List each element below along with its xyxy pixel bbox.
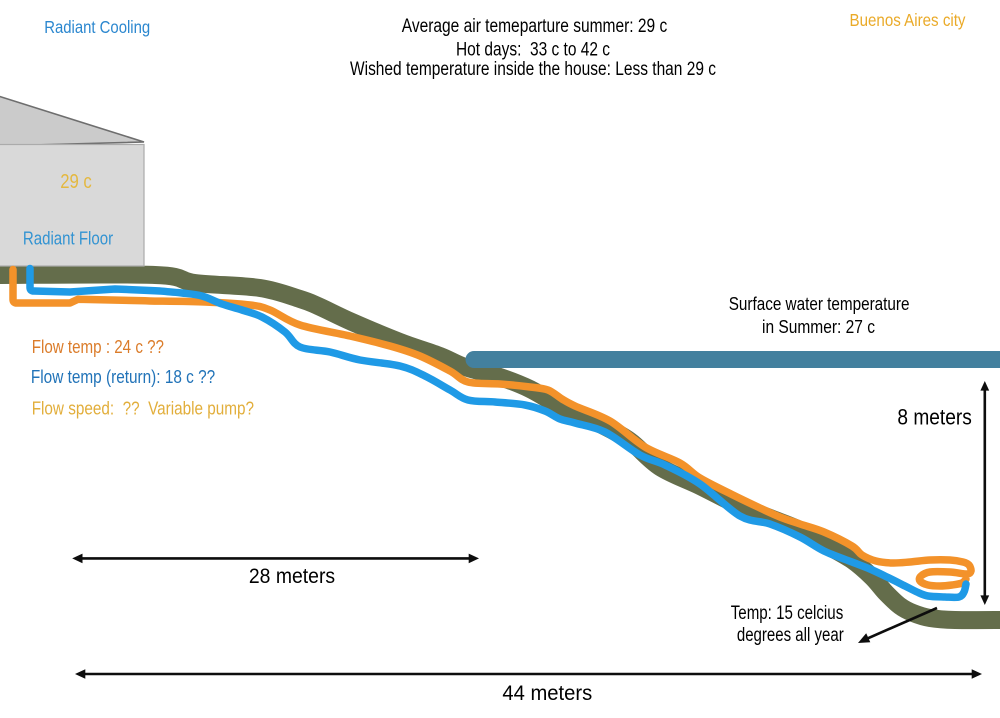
svg-text:Hot days: 33 c to 42 c: Hot days: 33 c to 42 c: [456, 40, 610, 61]
svg-text:Flow temp : 24 c ??: Flow temp : 24 c ??: [32, 336, 164, 357]
svg-text:degrees all year: degrees all year: [737, 625, 844, 646]
svg-text:Average air temeparture summer: Average air temeparture summer: 29 c: [402, 16, 668, 37]
svg-text:8 meters: 8 meters: [897, 405, 971, 430]
svg-text:Radiant Cooling: Radiant Cooling: [44, 17, 150, 37]
svg-text:28 meters: 28 meters: [249, 565, 335, 588]
svg-text:Surface water temperature: Surface water temperature: [729, 293, 910, 314]
svg-text:44 meters: 44 meters: [502, 681, 592, 705]
svg-text:29 c: 29 c: [60, 171, 92, 193]
svg-text:Flow temp (return): 18 c ??: Flow temp (return): 18 c ??: [31, 367, 215, 387]
svg-text:in Summer: 27 c: in Summer: 27 c: [762, 316, 875, 337]
svg-text:Flow speed: ?? Variable pump: Flow speed: ?? Variable pump?: [32, 398, 254, 419]
svg-text:Buenos Aires city: Buenos Aires city: [850, 10, 966, 30]
svg-text:Temp: 15 celcius: Temp: 15 celcius: [731, 603, 844, 624]
svg-text:Wished temperature inside the: Wished temperature inside the house: Les…: [350, 59, 716, 80]
svg-text:Radiant Floor: Radiant Floor: [23, 227, 113, 248]
